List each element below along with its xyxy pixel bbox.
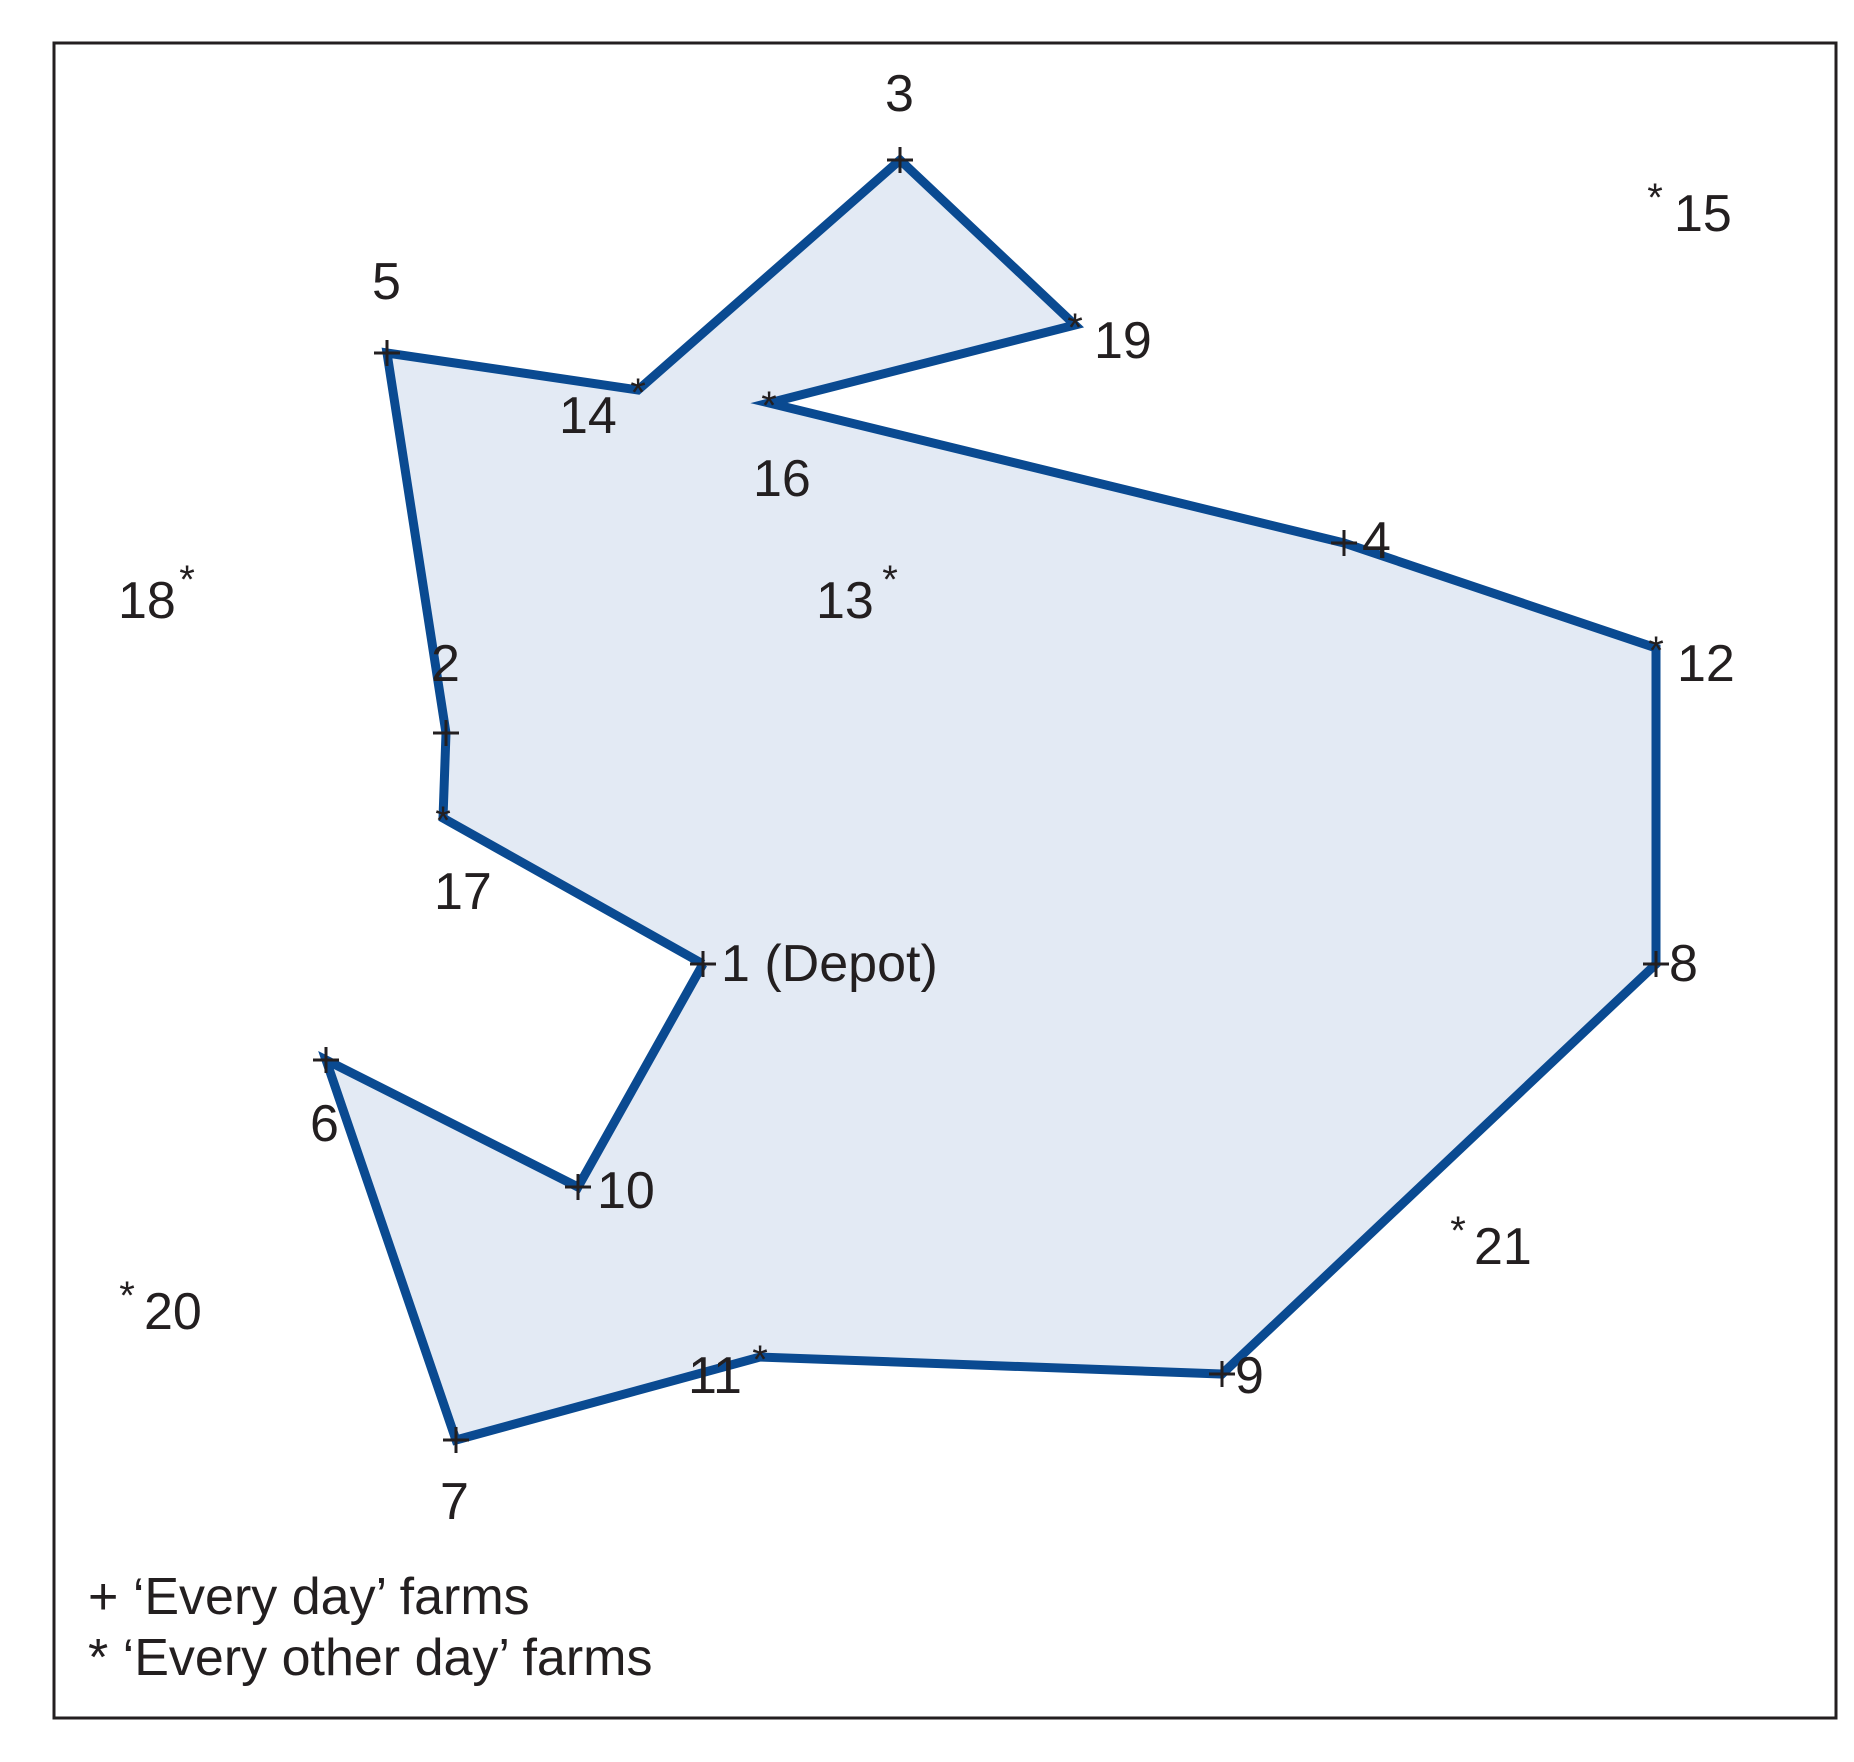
farm-label-7: 7 bbox=[440, 1473, 469, 1531]
route-area bbox=[326, 160, 1656, 1440]
farm-label-5: 5 bbox=[372, 253, 401, 311]
legend-every-other-day: * ‘Every other day’ farms bbox=[88, 1629, 653, 1687]
farm-label-13: 13 bbox=[816, 572, 874, 630]
farm-label-4: 4 bbox=[1362, 512, 1391, 570]
farm-label-8: 8 bbox=[1669, 935, 1698, 993]
farm-label-6: 6 bbox=[310, 1095, 339, 1153]
plus-icon bbox=[313, 1047, 339, 1073]
farm-label-14: 14 bbox=[559, 387, 617, 445]
farm-label-16: 16 bbox=[753, 450, 811, 508]
farm-markers: * * * * * * * * * * * bbox=[119, 147, 1669, 1453]
farm-label-10: 10 bbox=[597, 1162, 655, 1220]
plus-icon bbox=[1331, 530, 1357, 556]
plus-icon bbox=[433, 720, 459, 746]
asterisk-icon: * bbox=[630, 371, 646, 415]
legend-every-day: + ‘Every day’ farms bbox=[88, 1568, 530, 1626]
asterisk-icon: * bbox=[435, 799, 451, 843]
farm-label-20: 20 bbox=[144, 1283, 202, 1341]
farm-label-18: 18 bbox=[118, 572, 176, 630]
asterisk-icon: * bbox=[1647, 176, 1663, 220]
farm-label-1: 1 (Depot) bbox=[721, 935, 938, 993]
farm-label-19: 19 bbox=[1094, 312, 1152, 370]
plus-icon bbox=[374, 340, 400, 366]
farm-label-9: 9 bbox=[1235, 1347, 1264, 1405]
plus-icon bbox=[565, 1174, 591, 1200]
plus-icon bbox=[443, 1427, 469, 1453]
plus-icon bbox=[690, 951, 716, 977]
asterisk-icon: * bbox=[179, 558, 195, 602]
farm-label-2: 2 bbox=[431, 635, 460, 693]
plus-icon bbox=[887, 147, 913, 173]
asterisk-icon: * bbox=[752, 1338, 768, 1382]
asterisk-icon: * bbox=[119, 1274, 135, 1318]
farm-label-15: 15 bbox=[1674, 185, 1732, 243]
plus-icon bbox=[1209, 1361, 1235, 1387]
plus-icon bbox=[1643, 951, 1669, 977]
asterisk-icon: * bbox=[1450, 1209, 1466, 1253]
farm-label-21: 21 bbox=[1474, 1218, 1532, 1276]
asterisk-icon: * bbox=[1067, 306, 1083, 350]
farm-label-17: 17 bbox=[434, 863, 492, 921]
asterisk-icon: * bbox=[882, 558, 898, 602]
farm-label-11: 11 bbox=[688, 1347, 742, 1405]
asterisk-icon: * bbox=[761, 384, 777, 428]
asterisk-icon: * bbox=[1648, 629, 1664, 673]
farm-label-12: 12 bbox=[1677, 635, 1735, 693]
farm-label-3: 3 bbox=[885, 65, 914, 123]
